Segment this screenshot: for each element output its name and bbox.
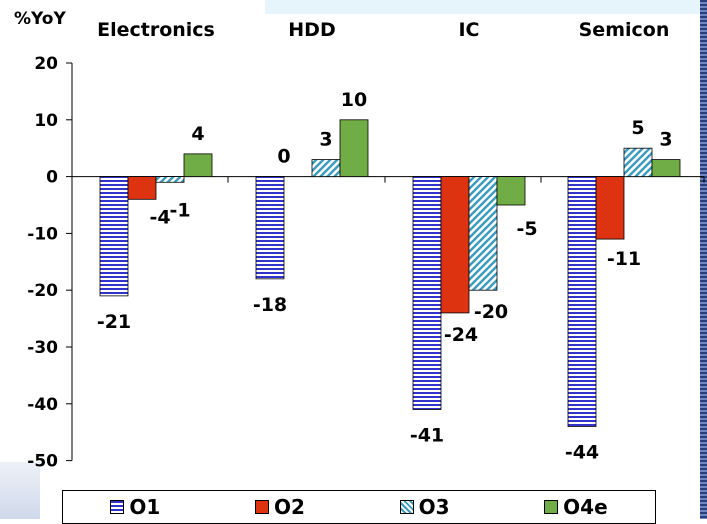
y-tick-label: -20 [27,281,58,301]
bar-o4e [184,154,212,177]
bar-o3 [312,160,340,177]
bar-o2 [596,177,624,239]
legend-swatch-o1 [110,500,124,514]
data-label: -41 [410,424,444,446]
y-tick-label: 0 [46,168,58,188]
bar-o4e [497,177,525,205]
bar-o3 [469,177,497,291]
data-label: -4 [149,206,170,228]
category-label: HDD [288,19,335,41]
y-axis-title: %YoY [14,9,66,29]
category-label: Electronics [97,19,215,41]
data-label: 3 [659,129,672,151]
data-label: -24 [444,324,478,346]
category-label: IC [458,19,479,41]
y-tick-label: -50 [27,452,58,472]
data-label: -18 [253,294,287,316]
bar-o1 [256,177,284,279]
legend-label-o4e: O4e [563,497,607,517]
legend-item-o4e: O4e [544,497,607,517]
legend-item-o3: O3 [400,497,450,517]
data-label: 3 [319,129,332,151]
y-tick-label: -30 [27,338,58,358]
y-tick-label: -40 [27,395,58,415]
data-label: 10 [341,89,367,111]
data-label: 4 [191,123,204,145]
y-tick-label: 10 [34,111,58,131]
y-tick-label: 20 [34,54,58,74]
y-tick-label: -10 [27,224,58,244]
bar-o2 [128,177,156,200]
legend-item-o2: O2 [255,497,305,517]
data-label: -44 [565,442,599,464]
legend-swatch-o3 [400,500,414,514]
category-label: Semicon [579,19,670,41]
bar-o1 [413,177,441,410]
bar-o1 [568,177,596,427]
bar-o3 [156,177,184,183]
data-label: -21 [97,311,131,333]
legend-label-o2: O2 [274,497,305,517]
data-label: 5 [631,117,644,139]
legend-swatch-o4e [544,500,558,514]
data-label: -1 [169,199,190,221]
data-label: 0 [277,146,290,168]
bar-o3 [624,148,652,176]
bar-o2 [441,177,469,313]
legend-item-o1: O1 [110,497,160,517]
bar-o1 [100,177,128,296]
bar-o4e [340,120,368,177]
bar-o4e [652,160,680,177]
data-label: -5 [516,218,537,240]
legend-label-o3: O3 [419,497,450,517]
data-label: -11 [607,248,641,270]
data-label: -20 [474,301,508,323]
legend-label-o1: O1 [129,497,160,517]
legend-swatch-o2 [255,500,269,514]
